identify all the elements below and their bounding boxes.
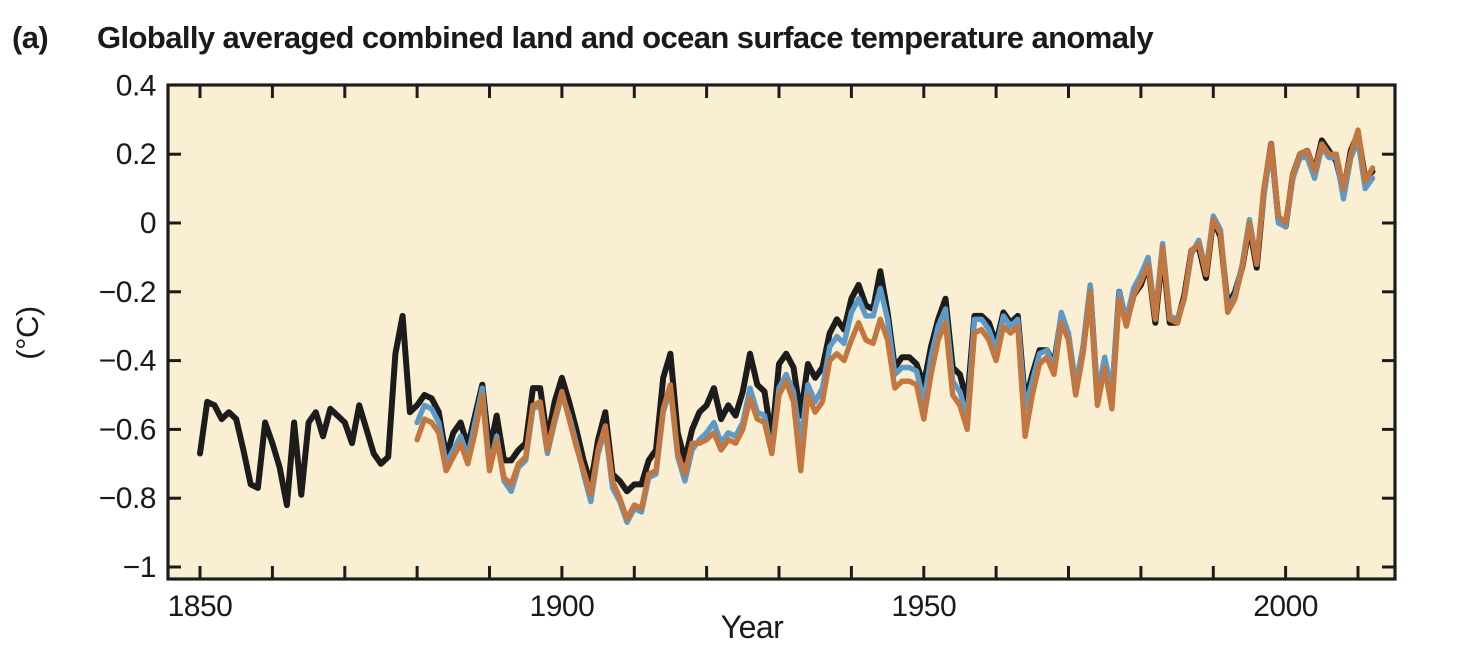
y-tick-label--0.8: −0.8 xyxy=(99,482,156,515)
y-tick-label--0.6: −0.6 xyxy=(99,413,156,446)
x-tick-label-1900: 1900 xyxy=(530,590,595,623)
y-axis-title: (°C) xyxy=(10,306,45,359)
axis-ticks xyxy=(168,85,1395,579)
x-tick-label-1850: 1850 xyxy=(168,590,233,623)
series-orange-line xyxy=(414,127,1376,522)
y-tick-label-0.2: 0.2 xyxy=(116,138,156,171)
x-axis-title: Year xyxy=(721,609,785,645)
panel-label: (a) xyxy=(12,20,49,55)
y-tick-labels: 0.4 0.2 0 −0.2 −0.4 −0.6 −0.8 −1 xyxy=(99,69,157,584)
y-tick-label--0.2: −0.2 xyxy=(99,276,156,309)
x-tick-label-1950: 1950 xyxy=(891,590,956,623)
plot-background xyxy=(168,85,1395,579)
plot-frame xyxy=(166,83,1397,581)
y-tick-label-0: 0 xyxy=(140,207,156,240)
data-series xyxy=(197,127,1376,525)
x-tick-labels: 1850 1900 1950 2000 xyxy=(168,590,1319,623)
y-tick-label--1: −1 xyxy=(123,551,156,584)
y-tick-label--0.4: −0.4 xyxy=(99,345,156,378)
figure-title: Globally averaged combined land and ocea… xyxy=(97,20,1154,55)
x-tick-label-2000: 2000 xyxy=(1253,590,1318,623)
y-tick-label-0.4: 0.4 xyxy=(116,69,156,102)
figure-header: (a) Globally averaged combined land and … xyxy=(0,20,1470,60)
